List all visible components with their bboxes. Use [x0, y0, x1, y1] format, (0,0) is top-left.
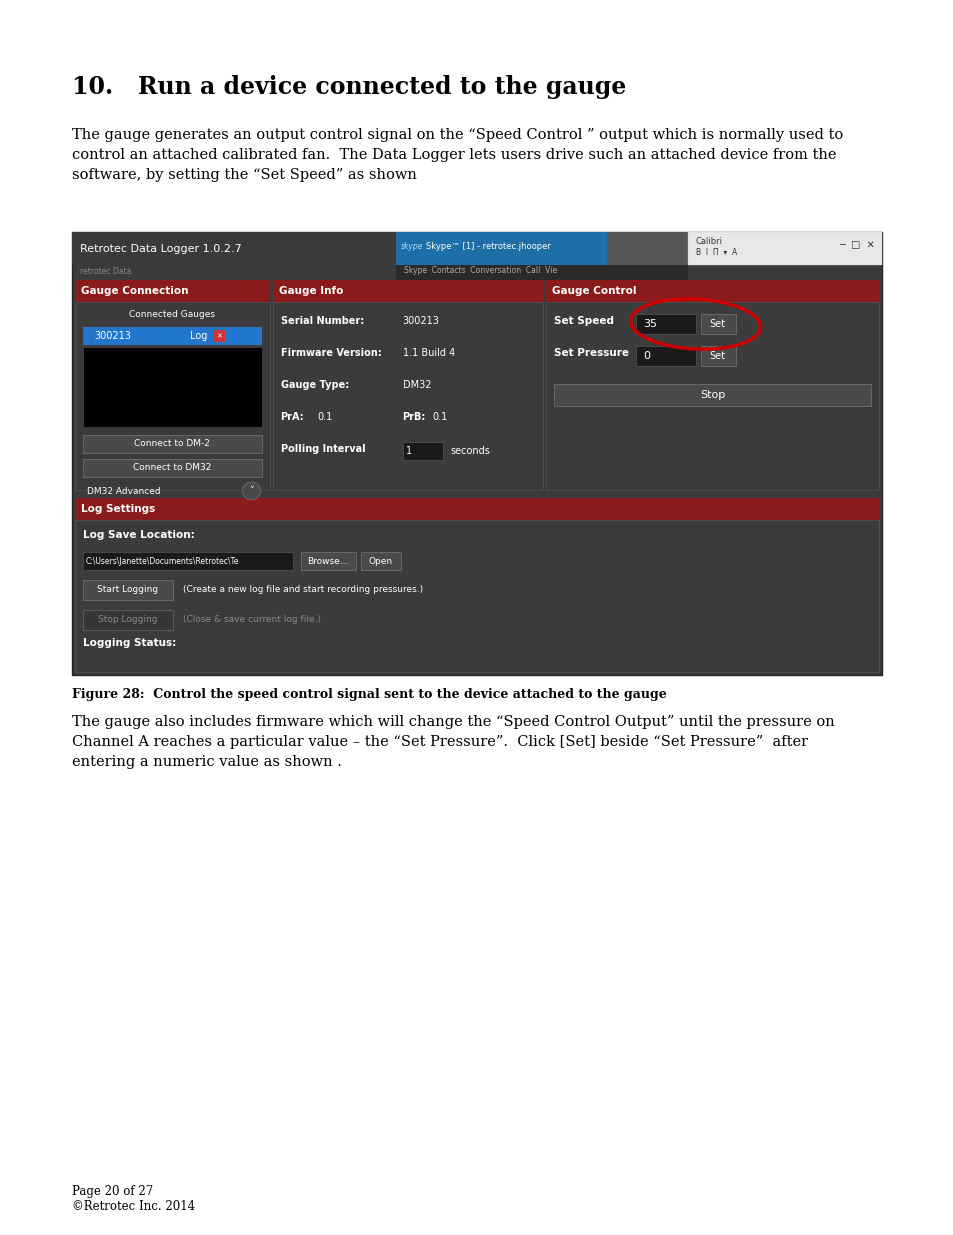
Text: 1: 1 — [405, 446, 412, 456]
Text: Gauge Type:: Gauge Type: — [280, 380, 349, 390]
Text: The gauge also includes firmware which will change the “Speed Control Output” un: The gauge also includes firmware which w… — [71, 715, 834, 769]
Text: Set Speed: Set Speed — [553, 316, 613, 326]
Text: Skype™ [1] - retrotec.jhooper: Skype™ [1] - retrotec.jhooper — [425, 242, 550, 251]
Bar — [71, 232, 882, 676]
Bar — [74, 498, 879, 520]
Bar — [545, 280, 879, 303]
Text: DM32 Advanced: DM32 Advanced — [87, 487, 160, 495]
Bar — [395, 232, 606, 266]
Bar — [71, 232, 419, 266]
Text: Set: Set — [709, 319, 725, 329]
Text: ˅: ˅ — [249, 487, 253, 496]
Bar — [545, 303, 879, 490]
Text: 0: 0 — [643, 351, 650, 361]
Text: 35: 35 — [643, 319, 657, 329]
Text: 1.1 Build 4: 1.1 Build 4 — [402, 348, 455, 358]
Bar — [300, 552, 355, 571]
Text: ✕: ✕ — [215, 333, 221, 338]
Text: Page 20 of 27: Page 20 of 27 — [71, 1186, 152, 1198]
Text: Set Pressure: Set Pressure — [553, 348, 628, 358]
Text: B  I  Π  ▾  A: B I Π ▾ A — [695, 248, 737, 257]
Text: Stop: Stop — [700, 390, 724, 400]
Bar — [700, 346, 735, 366]
Bar — [635, 346, 695, 366]
Bar — [360, 552, 400, 571]
Text: Set: Set — [709, 351, 725, 361]
Bar — [83, 610, 172, 630]
Bar — [402, 442, 442, 459]
Text: Connect to DM-2: Connect to DM-2 — [134, 440, 210, 448]
Text: 10.   Run a device connected to the gauge: 10. Run a device connected to the gauge — [71, 75, 625, 99]
Text: C:\Users\Janette\Documents\Retrotec\Te: C:\Users\Janette\Documents\Retrotec\Te — [86, 557, 239, 566]
Bar — [83, 327, 261, 345]
Text: PrB:: PrB: — [402, 412, 425, 422]
Text: Log Save Location:: Log Save Location: — [83, 530, 194, 540]
Bar — [395, 266, 687, 280]
Text: Logging Status:: Logging Status: — [83, 638, 175, 648]
Text: Skype  Contacts  Conversation  Call  Vie: Skype Contacts Conversation Call Vie — [404, 266, 557, 275]
Text: Browse...: Browse... — [307, 557, 348, 566]
Bar — [635, 314, 695, 333]
Bar — [74, 303, 270, 490]
Text: Stop Logging: Stop Logging — [98, 615, 157, 625]
Text: Serial Number:: Serial Number: — [280, 316, 363, 326]
Bar — [83, 552, 293, 571]
Text: Log Settings: Log Settings — [80, 504, 154, 514]
Text: DM32: DM32 — [402, 380, 431, 390]
Text: PrA:: PrA: — [280, 412, 304, 422]
Bar — [83, 435, 261, 453]
Text: ©Retrotec Inc. 2014: ©Retrotec Inc. 2014 — [71, 1200, 194, 1213]
Text: Connected Gauges: Connected Gauges — [129, 310, 214, 319]
Text: Retrotec Data Logger 1.0.2.7: Retrotec Data Logger 1.0.2.7 — [79, 243, 241, 253]
Text: 0.1: 0.1 — [432, 412, 447, 422]
Bar — [213, 330, 224, 342]
Text: Gauge Control: Gauge Control — [551, 287, 636, 296]
Bar — [700, 314, 735, 333]
Circle shape — [242, 482, 260, 500]
Bar — [273, 280, 542, 303]
Text: 300213: 300213 — [94, 331, 132, 341]
Text: Polling Interval: Polling Interval — [280, 445, 365, 454]
Text: (Create a new log file and start recording pressures.): (Create a new log file and start recordi… — [182, 585, 422, 594]
Text: Connect to DM32: Connect to DM32 — [132, 463, 211, 473]
Text: Gauge Info: Gauge Info — [278, 287, 342, 296]
Bar — [74, 280, 270, 303]
Bar — [83, 459, 261, 477]
Text: ─  □  ✕: ─ □ ✕ — [838, 240, 874, 249]
Text: The gauge generates an output control signal on the “Speed Control ” output whic: The gauge generates an output control si… — [71, 128, 841, 182]
Text: skype: skype — [400, 242, 423, 251]
Text: Open: Open — [368, 557, 393, 566]
Text: Firmware Version:: Firmware Version: — [280, 348, 381, 358]
Text: Figure 28:  Control the speed control signal sent to the device attached to the : Figure 28: Control the speed control sig… — [71, 688, 665, 701]
Text: 0.1: 0.1 — [317, 412, 333, 422]
Text: Log: Log — [190, 331, 207, 341]
Text: Start Logging: Start Logging — [97, 585, 158, 594]
Text: 300213: 300213 — [402, 316, 439, 326]
Text: Gauge Connection: Gauge Connection — [80, 287, 188, 296]
Text: retrotec Data: retrotec Data — [79, 267, 131, 275]
Text: seconds: seconds — [450, 446, 490, 456]
Bar — [83, 580, 172, 600]
Bar — [74, 520, 879, 672]
Bar — [273, 303, 542, 490]
Bar — [606, 232, 687, 266]
Bar — [687, 232, 882, 266]
Bar — [83, 347, 261, 427]
Text: Calibri: Calibri — [695, 237, 722, 246]
Bar — [553, 384, 870, 406]
Text: (Close & save current log file.): (Close & save current log file.) — [182, 615, 320, 625]
